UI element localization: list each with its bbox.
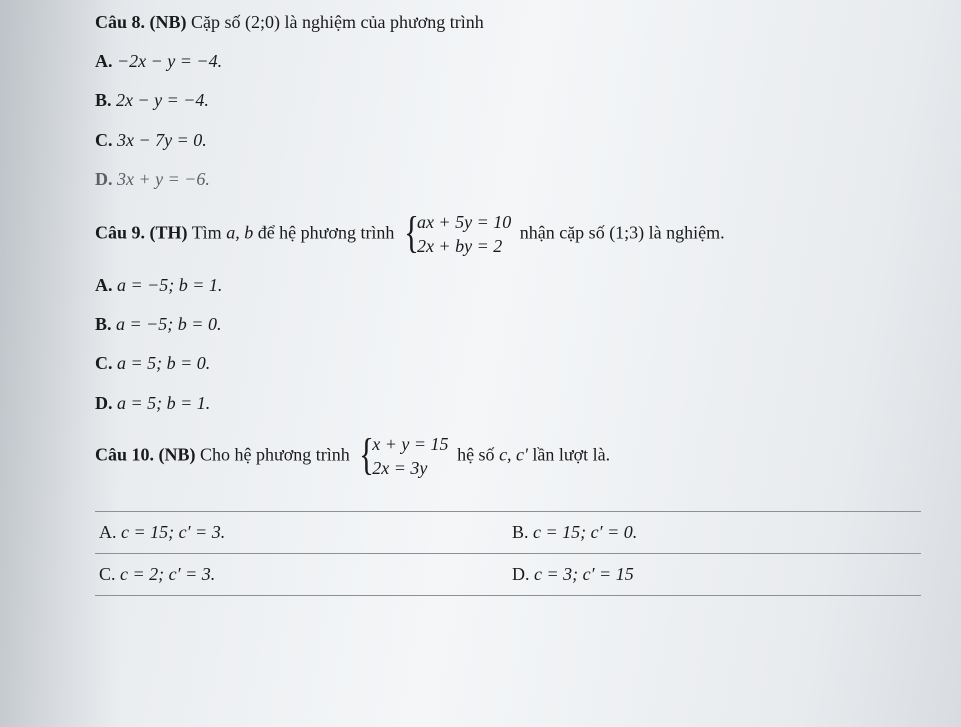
q10-answer-table: A. c = 15; c′ = 3. B. c = 15; c′ = 0. C.… bbox=[95, 511, 921, 596]
question-9-title: Câu 9. (TH) Tìm a, b để hệ phương trình … bbox=[95, 210, 945, 259]
q9-option-B: B. a = −5; b = 0. bbox=[95, 312, 945, 337]
q9-option-A: A. a = −5; b = 1. bbox=[95, 273, 945, 298]
q10-system: x + y = 15 2x = 3y bbox=[358, 432, 448, 481]
q10-answer-row-2: C. c = 2; c′ = 3. D. c = 3; c′ = 15 bbox=[95, 554, 921, 595]
question-8-title: Câu 8. (NB) Cặp số (2;0) là nghiệm của p… bbox=[95, 10, 945, 35]
question-8-text: Cặp số (2;0) là nghiệm của phương trình bbox=[187, 12, 484, 32]
q10-answer-A: A. c = 15; c′ = 3. bbox=[95, 512, 508, 553]
q10-eq1: x + y = 15 bbox=[372, 432, 448, 457]
q9-option-D: D. a = 5; b = 1. bbox=[95, 391, 945, 416]
exam-page: Câu 8. (NB) Cặp số (2;0) là nghiệm của p… bbox=[95, 0, 945, 596]
q9-eq1: ax + 5y = 10 bbox=[417, 210, 511, 235]
q8-option-B: B. 2x − y = −4. bbox=[95, 88, 945, 113]
q8-option-A: A. −2x − y = −4. bbox=[95, 49, 945, 74]
question-8-label: Câu 8. (NB) bbox=[95, 12, 187, 32]
question-10-label: Câu 10. (NB) bbox=[95, 444, 196, 464]
q10-answer-D: D. c = 3; c′ = 15 bbox=[508, 554, 921, 595]
q10-answer-C: C. c = 2; c′ = 3. bbox=[95, 554, 508, 595]
question-10-title: Câu 10. (NB) Cho hệ phương trình x + y =… bbox=[95, 432, 945, 481]
question-9-label: Câu 9. (TH) bbox=[95, 223, 188, 243]
q8-option-C: C. 3x − 7y = 0. bbox=[95, 128, 945, 153]
q8-option-D: D. 3x + y = −6. bbox=[95, 167, 945, 192]
q10-answer-B: B. c = 15; c′ = 0. bbox=[508, 512, 921, 553]
q9-eq2: 2x + by = 2 bbox=[417, 234, 511, 259]
q10-eq2: 2x = 3y bbox=[372, 456, 448, 481]
q10-answer-row-1: A. c = 15; c′ = 3. B. c = 15; c′ = 0. bbox=[95, 512, 921, 554]
q9-option-C: C. a = 5; b = 0. bbox=[95, 351, 945, 376]
q9-system: ax + 5y = 10 2x + by = 2 bbox=[403, 210, 511, 259]
